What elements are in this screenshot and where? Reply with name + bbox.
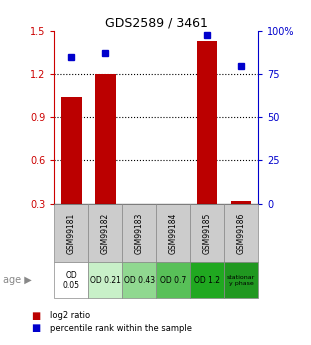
Bar: [61, 97, 81, 204]
Text: GSM99184: GSM99184: [169, 212, 178, 254]
Bar: [156, 204, 190, 262]
Bar: [122, 204, 156, 262]
Bar: [156, 262, 190, 298]
Text: age ▶: age ▶: [3, 275, 32, 285]
Bar: [88, 204, 122, 262]
Text: GSM99183: GSM99183: [135, 212, 144, 254]
Bar: [197, 41, 217, 204]
Title: GDS2589 / 3461: GDS2589 / 3461: [105, 17, 208, 30]
Text: stationar
y phase: stationar y phase: [227, 275, 255, 286]
Text: OD 0.7: OD 0.7: [160, 276, 186, 285]
Bar: [190, 204, 224, 262]
Text: percentile rank within the sample: percentile rank within the sample: [50, 324, 192, 333]
Text: log2 ratio: log2 ratio: [50, 311, 90, 320]
Bar: [54, 204, 88, 262]
Text: ■: ■: [31, 311, 40, 321]
Text: GSM99185: GSM99185: [203, 212, 212, 254]
Text: OD 0.43: OD 0.43: [124, 276, 155, 285]
Bar: [231, 201, 251, 204]
Text: GSM99182: GSM99182: [101, 212, 110, 254]
Text: OD 1.2: OD 1.2: [194, 276, 220, 285]
Text: GSM99186: GSM99186: [237, 212, 246, 254]
Bar: [95, 74, 115, 204]
Bar: [190, 262, 224, 298]
Bar: [54, 262, 88, 298]
Bar: [224, 204, 258, 262]
Bar: [88, 262, 122, 298]
Text: OD 0.21: OD 0.21: [90, 276, 121, 285]
Text: GSM99181: GSM99181: [67, 212, 76, 254]
Text: ■: ■: [31, 324, 40, 333]
Bar: [224, 262, 258, 298]
Text: OD
0.05: OD 0.05: [63, 270, 80, 290]
Bar: [122, 262, 156, 298]
